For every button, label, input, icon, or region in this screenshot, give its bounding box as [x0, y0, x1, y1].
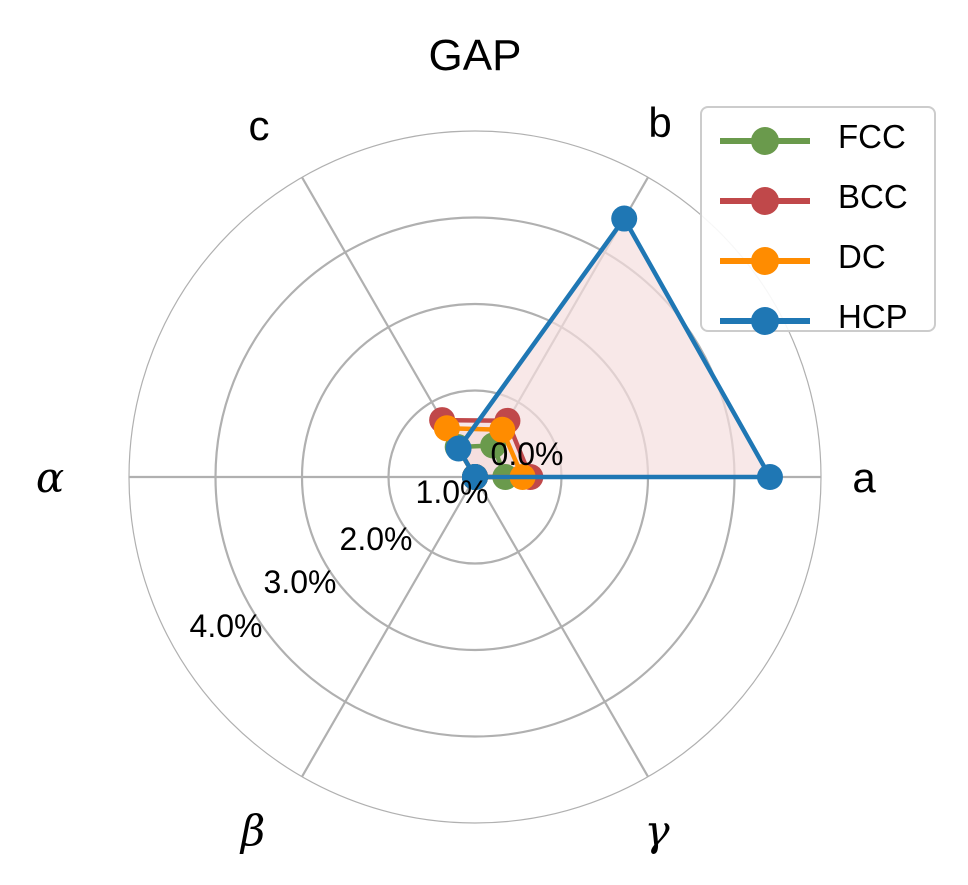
data-point-dc	[489, 416, 516, 443]
legend: FCC BCC DC HCP	[700, 106, 936, 335]
axis-label-5: γ	[644, 806, 670, 855]
grid-spoke	[474, 476, 649, 778]
legend-item-hcp: HCP	[702, 292, 934, 352]
axis-label-2: c	[249, 102, 270, 149]
radial-tick-labels: 0.0%1.0%2.0%3.0%4.0%	[190, 436, 564, 644]
axis-label-0: a	[852, 454, 876, 501]
legend-label: BCC	[838, 178, 908, 215]
chart-title: GAP	[429, 31, 522, 80]
series-fill-hcp	[458, 218, 770, 477]
legend-item-bcc: BCC	[702, 172, 934, 232]
legend-label: HCP	[838, 298, 908, 335]
legend-label: DC	[838, 238, 886, 275]
series-lines	[429, 205, 783, 490]
axis-label-1: b	[648, 99, 671, 146]
radial-tick-label: 4.0%	[190, 608, 263, 644]
legend-marker-icon	[751, 187, 779, 215]
radial-tick-label: 0.0%	[491, 436, 564, 472]
legend-item-dc: DC	[702, 232, 934, 292]
radial-tick-label: 1.0%	[416, 474, 489, 510]
legend-marker-icon	[751, 307, 779, 335]
axis-labels: a b c α β γ	[36, 99, 877, 855]
grid-spoke	[301, 476, 476, 778]
legend-item-fcc: FCC	[702, 112, 934, 172]
radial-tick-label: 2.0%	[340, 521, 413, 557]
data-point-dc	[433, 415, 460, 442]
radial-tick-label: 3.0%	[264, 564, 337, 600]
data-point-hcp	[462, 464, 488, 490]
axis-label-3: α	[36, 453, 64, 502]
data-point-hcp	[611, 205, 638, 232]
axis-label-4: β	[239, 806, 265, 855]
legend-marker-icon	[751, 127, 779, 155]
legend-marker-icon	[751, 247, 779, 275]
data-point-hcp	[756, 464, 783, 490]
legend-label: FCC	[838, 118, 906, 155]
data-point-hcp	[445, 435, 472, 462]
